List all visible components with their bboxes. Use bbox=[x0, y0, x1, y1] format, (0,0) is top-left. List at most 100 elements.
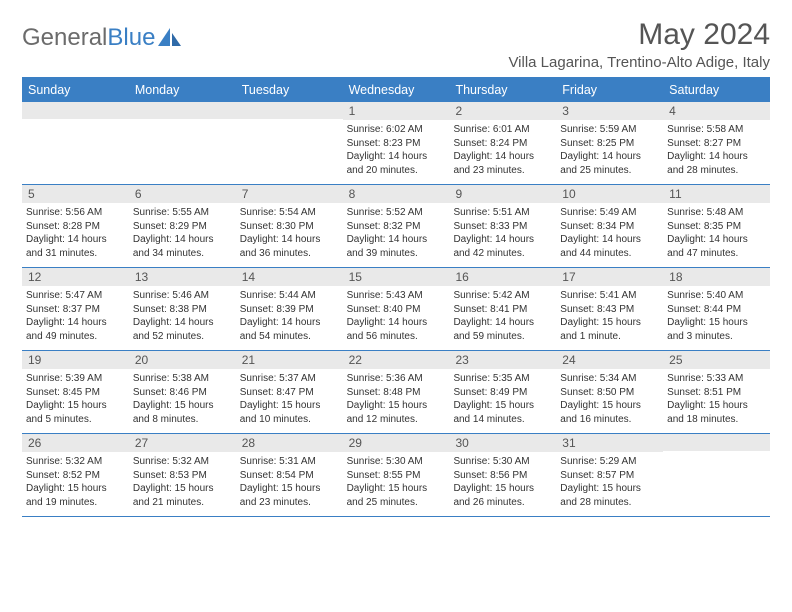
day-sunrise: Sunrise: 5:40 AM bbox=[667, 289, 766, 303]
day-details: Sunrise: 5:54 AMSunset: 8:30 PMDaylight:… bbox=[236, 203, 343, 260]
day-header-monday: Monday bbox=[129, 79, 236, 102]
day-cell: 12Sunrise: 5:47 AMSunset: 8:37 PMDayligh… bbox=[22, 268, 129, 350]
day-cell: 15Sunrise: 5:43 AMSunset: 8:40 PMDayligh… bbox=[343, 268, 450, 350]
day-daylight2: and 26 minutes. bbox=[453, 496, 552, 510]
day-daylight1: Daylight: 15 hours bbox=[347, 399, 446, 413]
day-sunset: Sunset: 8:47 PM bbox=[240, 386, 339, 400]
day-daylight1: Daylight: 15 hours bbox=[453, 399, 552, 413]
day-details: Sunrise: 5:37 AMSunset: 8:47 PMDaylight:… bbox=[236, 369, 343, 426]
day-details: Sunrise: 5:49 AMSunset: 8:34 PMDaylight:… bbox=[556, 203, 663, 260]
day-sunset: Sunset: 8:37 PM bbox=[26, 303, 125, 317]
day-sunset: Sunset: 8:39 PM bbox=[240, 303, 339, 317]
day-daylight1: Daylight: 14 hours bbox=[133, 233, 232, 247]
day-number: 3 bbox=[556, 102, 663, 120]
day-cell: 28Sunrise: 5:31 AMSunset: 8:54 PMDayligh… bbox=[236, 434, 343, 516]
day-cell: 30Sunrise: 5:30 AMSunset: 8:56 PMDayligh… bbox=[449, 434, 556, 516]
day-daylight1: Daylight: 14 hours bbox=[240, 316, 339, 330]
day-number: 26 bbox=[22, 434, 129, 452]
day-cell: 21Sunrise: 5:37 AMSunset: 8:47 PMDayligh… bbox=[236, 351, 343, 433]
day-sunset: Sunset: 8:46 PM bbox=[133, 386, 232, 400]
day-number: 27 bbox=[129, 434, 236, 452]
day-sunset: Sunset: 8:28 PM bbox=[26, 220, 125, 234]
day-cell: 20Sunrise: 5:38 AMSunset: 8:46 PMDayligh… bbox=[129, 351, 236, 433]
day-sunset: Sunset: 8:41 PM bbox=[453, 303, 552, 317]
location-text: Villa Lagarina, Trentino-Alto Adige, Ita… bbox=[508, 54, 770, 71]
day-number: 24 bbox=[556, 351, 663, 369]
day-details: Sunrise: 5:42 AMSunset: 8:41 PMDaylight:… bbox=[449, 286, 556, 343]
day-daylight1: Daylight: 15 hours bbox=[347, 482, 446, 496]
day-sunrise: Sunrise: 5:43 AM bbox=[347, 289, 446, 303]
day-number bbox=[236, 102, 343, 119]
calendar-page: GeneralBlue May 2024 Villa Lagarina, Tre… bbox=[0, 0, 792, 527]
day-sunrise: Sunrise: 5:59 AM bbox=[560, 123, 659, 137]
day-number: 30 bbox=[449, 434, 556, 452]
month-title: May 2024 bbox=[508, 18, 770, 52]
day-daylight1: Daylight: 14 hours bbox=[453, 316, 552, 330]
day-daylight2: and 49 minutes. bbox=[26, 330, 125, 344]
day-cell: 16Sunrise: 5:42 AMSunset: 8:41 PMDayligh… bbox=[449, 268, 556, 350]
day-daylight1: Daylight: 15 hours bbox=[667, 316, 766, 330]
day-sunrise: Sunrise: 5:49 AM bbox=[560, 206, 659, 220]
day-details: Sunrise: 5:41 AMSunset: 8:43 PMDaylight:… bbox=[556, 286, 663, 343]
day-details: Sunrise: 5:36 AMSunset: 8:48 PMDaylight:… bbox=[343, 369, 450, 426]
day-details: Sunrise: 6:01 AMSunset: 8:24 PMDaylight:… bbox=[449, 120, 556, 177]
day-sunset: Sunset: 8:29 PM bbox=[133, 220, 232, 234]
day-sunrise: Sunrise: 5:54 AM bbox=[240, 206, 339, 220]
day-daylight1: Daylight: 14 hours bbox=[133, 316, 232, 330]
day-number: 8 bbox=[343, 185, 450, 203]
day-daylight1: Daylight: 15 hours bbox=[26, 399, 125, 413]
day-daylight1: Daylight: 15 hours bbox=[26, 482, 125, 496]
day-daylight1: Daylight: 14 hours bbox=[26, 233, 125, 247]
day-header-sunday: Sunday bbox=[22, 79, 129, 102]
day-number: 6 bbox=[129, 185, 236, 203]
day-cell: 25Sunrise: 5:33 AMSunset: 8:51 PMDayligh… bbox=[663, 351, 770, 433]
day-daylight1: Daylight: 14 hours bbox=[26, 316, 125, 330]
weeks-container: 1Sunrise: 6:02 AMSunset: 8:23 PMDaylight… bbox=[22, 102, 770, 517]
day-details: Sunrise: 5:48 AMSunset: 8:35 PMDaylight:… bbox=[663, 203, 770, 260]
day-sunset: Sunset: 8:55 PM bbox=[347, 469, 446, 483]
day-details: Sunrise: 5:34 AMSunset: 8:50 PMDaylight:… bbox=[556, 369, 663, 426]
day-sunset: Sunset: 8:34 PM bbox=[560, 220, 659, 234]
day-cell: 9Sunrise: 5:51 AMSunset: 8:33 PMDaylight… bbox=[449, 185, 556, 267]
day-details: Sunrise: 5:30 AMSunset: 8:56 PMDaylight:… bbox=[449, 452, 556, 509]
day-details: Sunrise: 5:56 AMSunset: 8:28 PMDaylight:… bbox=[22, 203, 129, 260]
day-daylight2: and 39 minutes. bbox=[347, 247, 446, 261]
week-row: 1Sunrise: 6:02 AMSunset: 8:23 PMDaylight… bbox=[22, 102, 770, 185]
day-daylight2: and 34 minutes. bbox=[133, 247, 232, 261]
day-daylight1: Daylight: 15 hours bbox=[560, 316, 659, 330]
day-sunrise: Sunrise: 6:02 AM bbox=[347, 123, 446, 137]
day-number: 19 bbox=[22, 351, 129, 369]
day-number: 15 bbox=[343, 268, 450, 286]
day-header-row: SundayMondayTuesdayWednesdayThursdayFrid… bbox=[22, 79, 770, 102]
logo-text-gray: General bbox=[22, 24, 107, 52]
day-sunrise: Sunrise: 5:33 AM bbox=[667, 372, 766, 386]
day-sunrise: Sunrise: 5:55 AM bbox=[133, 206, 232, 220]
day-daylight1: Daylight: 15 hours bbox=[240, 399, 339, 413]
day-daylight2: and 36 minutes. bbox=[240, 247, 339, 261]
day-sunrise: Sunrise: 5:31 AM bbox=[240, 455, 339, 469]
day-daylight2: and 1 minute. bbox=[560, 330, 659, 344]
day-details: Sunrise: 5:44 AMSunset: 8:39 PMDaylight:… bbox=[236, 286, 343, 343]
day-daylight2: and 52 minutes. bbox=[133, 330, 232, 344]
day-sunset: Sunset: 8:33 PM bbox=[453, 220, 552, 234]
day-sunrise: Sunrise: 5:32 AM bbox=[26, 455, 125, 469]
day-number bbox=[22, 102, 129, 119]
day-sunrise: Sunrise: 5:44 AM bbox=[240, 289, 339, 303]
day-number: 9 bbox=[449, 185, 556, 203]
day-number: 16 bbox=[449, 268, 556, 286]
day-sunrise: Sunrise: 5:37 AM bbox=[240, 372, 339, 386]
day-sunrise: Sunrise: 5:32 AM bbox=[133, 455, 232, 469]
day-daylight1: Daylight: 15 hours bbox=[133, 482, 232, 496]
day-daylight2: and 21 minutes. bbox=[133, 496, 232, 510]
day-details: Sunrise: 5:59 AMSunset: 8:25 PMDaylight:… bbox=[556, 120, 663, 177]
day-details: Sunrise: 5:38 AMSunset: 8:46 PMDaylight:… bbox=[129, 369, 236, 426]
day-details: Sunrise: 5:32 AMSunset: 8:53 PMDaylight:… bbox=[129, 452, 236, 509]
day-cell: 3Sunrise: 5:59 AMSunset: 8:25 PMDaylight… bbox=[556, 102, 663, 184]
day-details: Sunrise: 5:40 AMSunset: 8:44 PMDaylight:… bbox=[663, 286, 770, 343]
day-sunrise: Sunrise: 5:52 AM bbox=[347, 206, 446, 220]
day-daylight2: and 28 minutes. bbox=[560, 496, 659, 510]
day-sunrise: Sunrise: 5:36 AM bbox=[347, 372, 446, 386]
day-sunset: Sunset: 8:25 PM bbox=[560, 137, 659, 151]
day-daylight2: and 3 minutes. bbox=[667, 330, 766, 344]
day-daylight2: and 12 minutes. bbox=[347, 413, 446, 427]
